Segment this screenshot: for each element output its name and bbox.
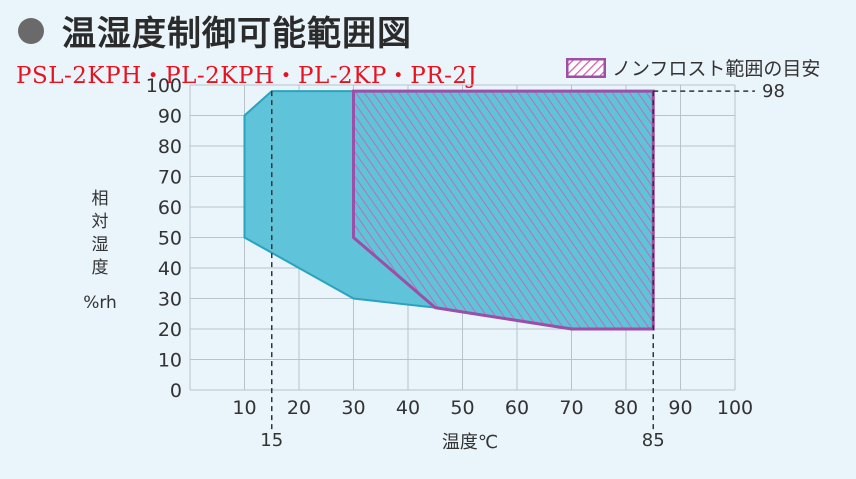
x-tick-label: 30 — [341, 397, 365, 419]
y-tick-label: 80 — [158, 136, 182, 158]
y-axis-label-part: %rh — [83, 293, 117, 313]
y-axis-label-part: 相 — [92, 189, 109, 209]
y-tick-label: 70 — [158, 167, 182, 189]
title-bullet-icon — [18, 18, 44, 44]
y-tick-label: 40 — [158, 258, 182, 280]
y-axis-label-part: 度 — [92, 258, 109, 278]
x-tick-label: 90 — [668, 397, 692, 419]
legend: ノンフロスト範囲の目安 — [566, 54, 820, 81]
reference-label-x-85: 85 — [642, 430, 665, 451]
x-tick-label: 50 — [450, 397, 474, 419]
legend-swatch-icon — [566, 57, 606, 78]
x-tick-label: 10 — [232, 397, 256, 419]
x-tick-label: 20 — [287, 397, 311, 419]
reference-label-y-98: 98 — [762, 81, 785, 102]
x-axis-label: 温度℃ — [442, 432, 498, 453]
y-axis-label-part: 対 — [92, 212, 109, 232]
y-tick-label: 90 — [158, 106, 182, 128]
reference-label-x-15: 15 — [260, 430, 283, 451]
legend-label: ノンフロスト範囲の目安 — [612, 58, 821, 80]
x-tick-label: 70 — [559, 397, 583, 419]
y-tick-label: 10 — [158, 350, 182, 372]
y-tick-label: 100 — [146, 75, 182, 97]
y-axis-label-part: 湿 — [92, 235, 109, 255]
x-tick-label: 100 — [717, 397, 753, 419]
x-tick-label: 60 — [505, 397, 529, 419]
chart-title: 温湿度制御可能範囲図 — [62, 14, 412, 54]
y-tick-label: 20 — [158, 319, 182, 341]
x-tick-label: 80 — [614, 397, 638, 419]
y-tick-label: 60 — [158, 197, 182, 219]
x-tick-label: 40 — [396, 397, 420, 419]
y-tick-label: 50 — [158, 228, 182, 250]
y-tick-label: 30 — [158, 289, 182, 311]
y-tick-label: 0 — [170, 380, 182, 402]
